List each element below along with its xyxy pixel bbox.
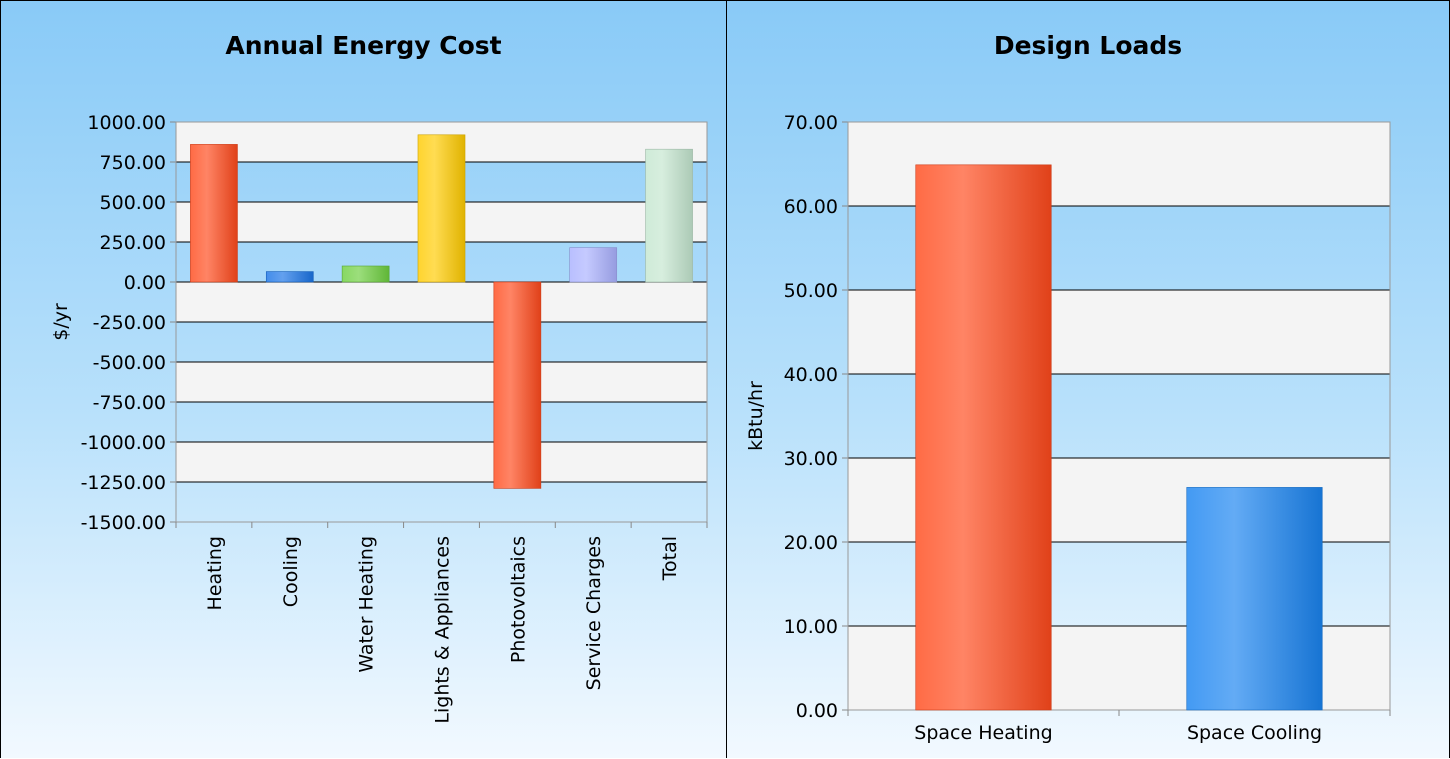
x-tick-label: Service Charges: [583, 536, 605, 690]
bar-photovoltaics: [493, 281, 542, 489]
x-tick-label: Photovoltaics: [507, 536, 529, 663]
chart-title: Design Loads: [993, 31, 1183, 60]
y-tick-label: -250.00: [93, 312, 166, 334]
bar-water-heating: [341, 265, 390, 283]
y-tick-label: 0.00: [124, 272, 166, 294]
plot-border: [175, 121, 708, 523]
y-tick-label: 500.00: [100, 192, 166, 214]
bar-heating: [190, 144, 238, 283]
y-tick-label: 60.00: [784, 196, 838, 218]
y-tick-label: -1500.00: [81, 512, 166, 534]
y-axis-label: kBtu/hr: [745, 381, 767, 451]
bar-space-heating: [915, 164, 1052, 711]
y-tick-label: 0.00: [796, 700, 838, 722]
y-tick-label: 10.00: [784, 616, 838, 638]
plot-band: [176, 282, 707, 322]
design-loads-chart: 70.00 60.00 50.00 40.00 30.00 20.00 10.00 0.00 k…: [745, 112, 1391, 744]
y-tick-label: 40.00: [784, 364, 838, 386]
annual-energy-cost-panel: Annual Energy Cost 1000.00 750.00 500.00 25…: [0, 0, 727, 758]
chart-title: Annual Energy Cost: [225, 31, 502, 60]
bar-cooling: [265, 271, 314, 283]
bar-lights-appliances: [417, 134, 466, 283]
y-tick-label: 70.00: [784, 112, 838, 134]
bar-service-charges: [569, 247, 618, 283]
y-tick-label: 1000.00: [87, 112, 166, 134]
x-tick-label: Space Heating: [914, 722, 1052, 744]
design-loads-panel: Design Loads 70.00 60.00 50.00 40.00 30.00 20…: [726, 0, 1450, 758]
x-tick-label: Space Cooling: [1187, 722, 1322, 744]
bar-total: [645, 148, 693, 283]
y-axis-label: $/yr: [50, 303, 72, 341]
annual-energy-cost-chart: 1000.00 750.00 500.00 250.00 0.00 -250.00 -500…: [50, 112, 708, 724]
y-tick-label: 30.00: [784, 448, 838, 470]
y-tick-label: -1000.00: [81, 432, 166, 454]
y-tick-label: -1250.00: [81, 472, 166, 494]
y-tick-label: -500.00: [93, 352, 166, 374]
x-tick-label: Cooling: [280, 536, 302, 607]
plot-band: [176, 362, 707, 402]
y-tick-label: 750.00: [100, 152, 166, 174]
y-tick-label: 250.00: [100, 232, 166, 254]
plot-band: [176, 442, 707, 482]
y-tick-label: 50.00: [784, 280, 838, 302]
y-tick-label: 20.00: [784, 532, 838, 554]
bar-space-cooling: [1186, 487, 1323, 711]
x-tick-label: Total: [659, 536, 681, 581]
y-tick-label: -750.00: [93, 392, 166, 414]
x-tick-label: Water Heating: [356, 536, 378, 673]
x-tick-label: Lights & Appliances: [432, 536, 454, 724]
x-tick-label: Heating: [204, 536, 226, 610]
